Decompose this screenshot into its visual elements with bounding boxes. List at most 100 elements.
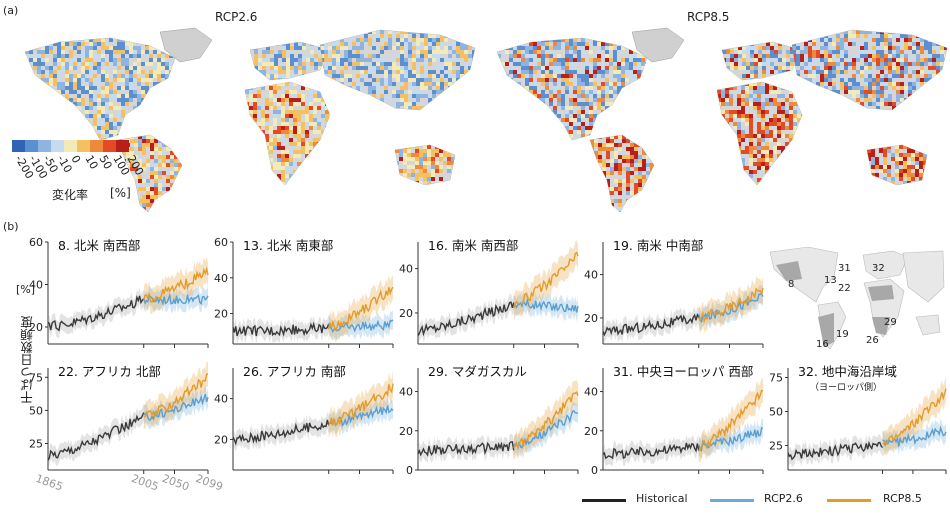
map-title-rcp26: RCP2.6 — [215, 10, 258, 24]
panel-title: 16. 南米 南西部 — [428, 238, 518, 253]
continent-pixels-australia — [867, 145, 927, 185]
inset-highlight — [776, 261, 802, 281]
rcp85-line — [513, 390, 579, 449]
historical-band — [233, 411, 329, 452]
map-rcp85 — [496, 27, 948, 213]
y-tick-label: 20 — [584, 312, 598, 325]
y-tick-label: 40 — [214, 393, 228, 406]
inset-highlight — [818, 313, 834, 347]
panel-title: 8. 北米 南西部 — [58, 238, 140, 253]
continent-pixels-asia — [792, 30, 947, 110]
y-tick-label: 20 — [584, 425, 598, 438]
continent-pixels-north-america — [497, 38, 647, 140]
rcp26-line — [143, 292, 209, 307]
rcp85-line — [328, 286, 394, 332]
y-tick-label: 20 — [399, 425, 413, 438]
legend-label-historical: Historical — [636, 492, 688, 505]
inset-land — [769, 246, 839, 303]
rcp85-line — [513, 251, 579, 309]
panel-title: 26. アフリカ 南部 — [243, 364, 346, 379]
map-title-rcp85: RCP8.5 — [687, 10, 730, 24]
colorbar-swatch — [25, 140, 38, 152]
y-tick-label: 75 — [769, 372, 783, 385]
colorbar-label: 変化率 — [52, 188, 89, 202]
map-rcp26 — [24, 27, 476, 213]
inset-region-number: 31 — [838, 263, 851, 274]
y-tick-label: 0 — [406, 464, 413, 477]
historical-line — [787, 440, 884, 461]
continent-pixels-africa — [717, 82, 802, 185]
legend-swatch-historical — [582, 499, 626, 502]
panel-1: 20 40 60 8. 北米 南西部 — [29, 236, 209, 348]
y-axis-unit: [%] — [16, 283, 36, 296]
historical-band — [48, 404, 144, 469]
panel-9: 25 50 75 32. 地中海沿岸域 （ヨーロッパ側） — [769, 364, 947, 474]
colorbar-swatch — [12, 140, 25, 152]
panel-title: 22. アフリカ 北部 — [58, 364, 161, 379]
rcp85-line — [698, 287, 764, 324]
rcp85-line — [328, 383, 394, 426]
colorbar-swatch — [77, 140, 90, 152]
y-tick-label: 40 — [399, 386, 413, 399]
y-tick-label: 40 — [399, 263, 413, 276]
inset-highlight — [868, 285, 894, 301]
panel-title: 13. 北米 南東部 — [243, 238, 333, 253]
y-tick-label: 20 — [29, 321, 43, 334]
panel-2: 20 40 60 13. 北米 南東部 — [214, 236, 394, 348]
inset-land — [862, 250, 909, 280]
rcp85-line — [143, 266, 209, 303]
panel-title: 29. マダガスカル — [428, 364, 527, 379]
panel-title: 19. 南米 中南部 — [613, 238, 703, 253]
historical-line — [232, 321, 330, 337]
inset-region-number: 26 — [866, 335, 879, 346]
panel-3: 20 40 16. 南米 南西部 — [399, 238, 579, 348]
historical-line — [417, 301, 515, 337]
x-tick-label: 2099 — [194, 472, 225, 494]
historical-band — [603, 434, 699, 467]
historical-band — [788, 434, 883, 468]
inset-region-number: 32 — [872, 263, 885, 274]
rcp26-line — [328, 319, 394, 334]
rcp26-line — [328, 405, 394, 428]
colorbar-swatch — [116, 140, 129, 152]
historical-line — [602, 442, 700, 460]
rcp26-band — [328, 310, 393, 341]
y-tick-label: 40 — [584, 386, 598, 399]
inset-region-number: 22 — [838, 283, 851, 294]
legend: Historical RCP2.6 RCP8.5 — [582, 491, 950, 509]
continent-greenland — [631, 27, 685, 63]
panel-6: 20 40 26. アフリカ 南部 — [214, 364, 394, 474]
inset-region-number: 29 — [884, 317, 897, 328]
inset-region-number: 16 — [816, 339, 829, 350]
inset-highlight — [872, 317, 890, 335]
panel-8: 0 20 40 31. 中央ヨーロッパ 西部 — [584, 364, 764, 477]
y-tick-label: 25 — [769, 440, 783, 453]
panel-a-label: (a) — [3, 4, 19, 17]
inset-land — [915, 314, 941, 336]
colorbar-swatch — [64, 140, 77, 152]
legend-swatch-rcp85 — [827, 499, 871, 502]
colorbar-swatch — [51, 140, 64, 152]
continent-pixels-australia — [395, 145, 455, 185]
y-tick-label: 25 — [29, 438, 43, 451]
y-tick-label: 50 — [29, 404, 43, 417]
rcp85-band — [513, 379, 578, 461]
panel-5: 25 50 75 22. アフリカ 北部 — [29, 362, 209, 474]
y-tick-label: 40 — [29, 279, 43, 292]
x-tick-label: 2050 — [160, 472, 191, 494]
colorbar-swatch — [38, 140, 51, 152]
y-axis-label: 干ばつ日数頻度 — [20, 316, 35, 404]
panel-title: 32. 地中海沿岸域 — [798, 364, 897, 379]
historical-line — [602, 312, 700, 337]
y-tick-label: 20 — [214, 308, 228, 321]
historical-band — [418, 294, 514, 344]
regional-time-series: 20 40 60 8. 北米 南西部 20 40 60 13. 北米 南東部 20 40 16. 南… — [29, 236, 947, 494]
continent-greenland — [159, 27, 213, 63]
rcp26-line — [513, 297, 579, 313]
inset-region-number: 19 — [836, 329, 849, 340]
y-tick-label: 20 — [399, 307, 413, 320]
panel-title: 31. 中央ヨーロッパ 西部 — [613, 364, 753, 379]
historical-line — [417, 441, 515, 457]
